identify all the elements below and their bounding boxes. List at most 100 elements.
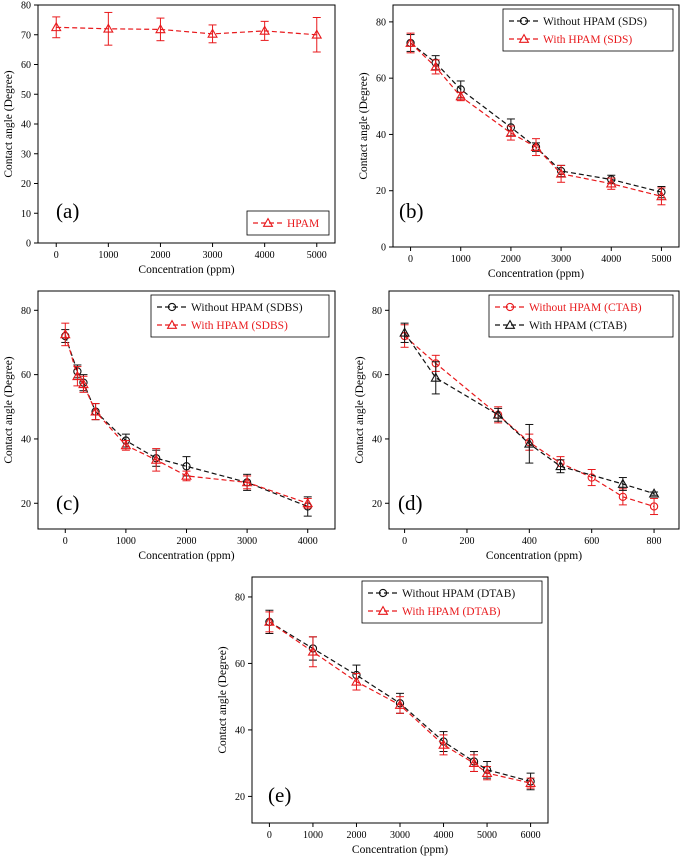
y-axis-title: Contact angle (Degree) [354,356,366,463]
x-tick-label: 6000 [521,830,541,841]
data-point [182,462,191,471]
data-point [264,616,275,626]
x-tick-label: 3000 [390,830,410,841]
y-tick-label: 40 [235,725,245,736]
data-point [394,699,406,709]
series-1 [399,322,660,498]
x-tick-label: 3000 [551,254,571,265]
x-tick-label: 1000 [98,250,118,261]
series-1 [264,611,536,789]
x-tick-label: 4000 [601,254,621,265]
legend-entry: Without HPAM (SDS) [543,16,647,28]
legend-entry: Without HPAM (DTAB) [402,588,515,600]
legend-entry: Without HPAM (SDBS) [191,302,303,314]
panel-b: 0 1000 2000 3000 4000 5000 0 20 40 60 80 Concentrat… [358,4,680,280]
legend-swatch-marker [518,33,530,43]
plot-frame [37,4,336,244]
y-tick-label: 80 [21,306,31,317]
data-point [438,739,449,749]
data-point [181,470,192,480]
y-axis-title: Contact angle (Degree) [3,356,15,463]
data-point [530,141,542,151]
panel-label: (d) [398,491,423,515]
data-point [505,127,517,137]
legend-swatch-marker [505,302,515,312]
data-point [155,23,166,34]
x-axis-title: Concentration (ppm) [138,550,234,562]
x-axis-title: Concentration (ppm) [352,844,448,856]
legend-entry: HPAM [287,218,319,230]
series-1 [405,32,667,206]
x-tick-label: 2000 [346,830,366,841]
x-axis-title: Concentration (ppm) [488,268,584,280]
series-line [269,621,531,782]
legend: Without HPAM (SDBS) With HPAM (SDBS) [150,294,330,338]
x-tick-label: 1000 [303,830,323,841]
data-point [102,23,114,33]
legend: Without HPAM (SDS) With HPAM (SDS) [502,8,674,52]
panel-c: 0 1000 2000 3000 4000 20 40 60 80 Concentration (… [3,290,336,562]
y-tick-label: 60 [372,370,382,381]
panel-label: (c) [56,491,79,515]
y-tick-label: 60 [21,60,31,71]
data-point [649,502,659,511]
legend-swatch-marker [167,302,177,312]
x-tick-label: 2000 [177,536,197,547]
x-tick-label: 1000 [451,254,471,265]
legend-swatch-marker [377,605,389,615]
y-tick-label: 40 [21,434,31,445]
data-point [72,370,83,381]
x-tick-label: 3000 [203,250,223,261]
x-tick-label: 0 [408,254,413,265]
y-tick-label: 20 [372,499,382,510]
y-tick-label: 20 [21,499,31,510]
data-point [430,61,441,71]
series-1 [59,322,314,509]
y-axis-title: Contact angle (Degree) [3,70,15,177]
panel-label: (a) [56,199,79,223]
y-tick-label: 60 [376,74,386,85]
legend-entry: With HPAM (SDBS) [191,320,288,332]
plot-frame [388,290,680,530]
x-tick-label: 400 [522,536,537,547]
legend-entry: With HPAM (DTAB) [402,606,501,618]
series-line [410,42,662,197]
y-tick-label: 60 [21,370,31,381]
y-axis-title: Contact angle (Degree) [217,646,229,753]
panel-label: (e) [268,783,291,807]
legend-box [502,8,674,52]
y-tick-label: 80 [235,592,245,603]
panel-e: 0 1000 2000 3000 4000 5000 6000 20 40 60 80 Concent… [217,576,549,856]
x-tick-label: 2000 [150,250,170,261]
data-point [59,328,71,339]
legend-entry: Without HPAM (CTAB) [529,302,642,314]
x-tick-label: 0 [63,536,68,547]
data-point [618,492,628,501]
y-tick-label: 40 [21,120,31,131]
series-0 [406,34,666,199]
data-point [259,25,271,35]
data-point [307,646,319,656]
series-line [56,26,317,36]
data-point [50,21,62,32]
y-tick-label: 10 [21,209,31,220]
data-point [207,28,218,38]
y-tick-label: 0 [381,243,386,254]
x-tick-label: 4000 [255,250,275,261]
y-tick-label: 60 [235,659,245,670]
x-tick-label: 0 [54,250,59,261]
x-tick-label: 1000 [116,536,136,547]
data-point [648,488,660,498]
data-point [481,767,493,777]
series-0 [50,11,323,53]
data-point [605,178,617,188]
legend-box [488,294,674,338]
plot-frame [392,4,680,248]
data-point [311,29,323,39]
legend-swatch-marker [519,16,529,26]
legend-swatch-marker [262,217,274,227]
x-axis-title: Concentration (ppm) [138,264,234,276]
y-tick-label: 80 [21,1,31,12]
x-tick-label: 800 [647,536,662,547]
